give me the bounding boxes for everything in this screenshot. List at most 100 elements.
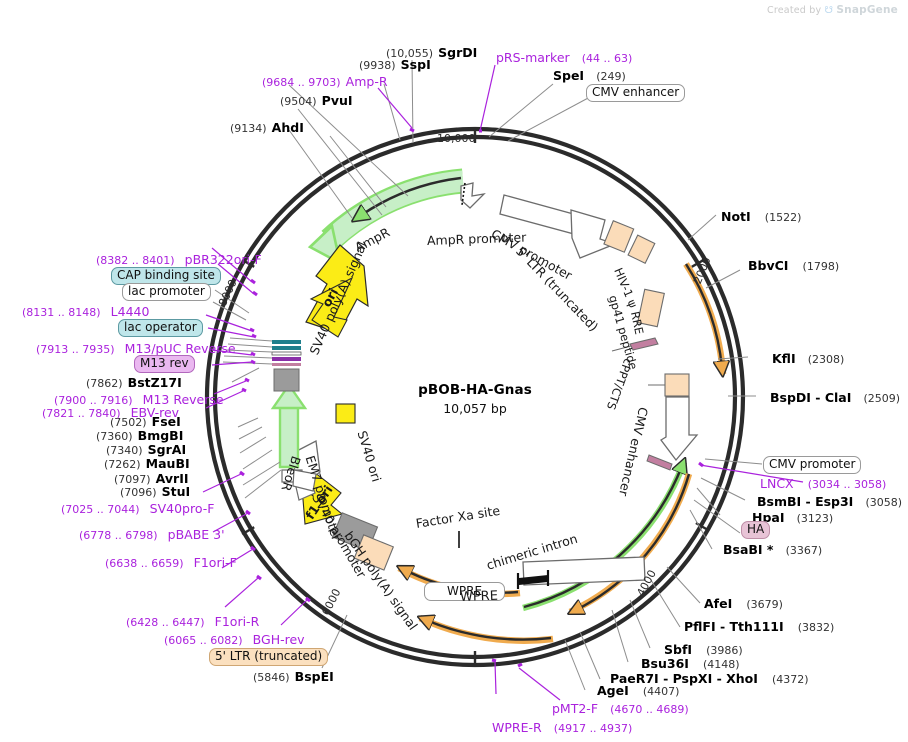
enzyme-fsei: (7502) FseI (110, 413, 181, 429)
enzyme-bmgbi-name: BmgBI (137, 428, 184, 443)
primer-ebv-rev-name: M13 Reverse (142, 392, 224, 407)
feature-chimeric-intron (516, 570, 550, 589)
enzyme-pflfi-tth111i-position: (3832) (797, 621, 835, 634)
enzyme-fsei-position: (7502) (110, 416, 147, 429)
enzyme-bmgbi: (7360) BmgBI (96, 427, 183, 443)
enzyme-pvui-name: PvuI (321, 93, 353, 108)
primer-f1ori-r-name: F1ori-R (214, 614, 260, 629)
enzyme-agei-position: (4407) (642, 685, 680, 698)
snapgene-logo-icon: ☋ (824, 5, 834, 16)
enzyme-bspdi-clai-name: BspDI - ClaI (770, 390, 852, 405)
primer-m13-puc-reverse-name: L4440 (110, 304, 150, 319)
enzyme-bstz17i: (7862) BstZ17I (86, 374, 182, 390)
feature-label-cmv-enhancer-top[interactable]: CMV enhancer (586, 84, 686, 102)
enzyme-pvui-position: (9504) (280, 95, 317, 108)
plasmid-size: 10,057 bp (443, 401, 507, 416)
enzyme-paer7i-pspxi-xhoi-position: (4372) (771, 673, 809, 686)
enzyme-afei: AfeI (3679) (704, 595, 783, 611)
enzyme-afei-name: AfeI (704, 596, 733, 611)
feature-label-lac-promoter[interactable]: lac promoter (122, 283, 211, 301)
feature-orange-arc-bottomright (570, 473, 693, 612)
feature-cmv-promoter-5ltr (499, 194, 656, 265)
enzyme-afei-position: (3679) (746, 598, 783, 611)
enzyme-maubi-position: (7262) (104, 458, 141, 471)
enzyme-sbfi: SbfI (3986) (664, 641, 743, 657)
primer-wpre-r-range: (4917 .. 4937) (553, 722, 633, 735)
enzyme-ahdi-position: (9134) (230, 122, 267, 135)
enzyme-bsmbi-esp3i-name: BsmBI - Esp3I (757, 494, 854, 509)
enzyme-avrii-position: (7097) (114, 473, 151, 486)
enzyme-bspei-name: BspEI (294, 669, 334, 684)
enzyme-bstz17i-name: BstZ17I (127, 375, 182, 390)
enzyme-sbfi-name: SbfI (664, 642, 693, 657)
enzyme-pflfi-tth111i-name: PflFI - Tth111I (684, 619, 784, 634)
enzyme-noti-name: NotI (721, 209, 751, 224)
primer-bgh-rev: (6065 .. 6082) BGH-rev (164, 631, 305, 647)
feature-label-ha[interactable]: HA (741, 521, 771, 539)
primer-sv40pro-f-range: (7025 .. 7044) (61, 503, 140, 516)
enzyme-bsu36i: Bsu36I (4148) (641, 655, 740, 671)
feature-label-lac-operator[interactable]: lac operator (118, 319, 203, 337)
credit-prefix: Created by (767, 5, 822, 16)
primer-sv40pa-r: (7821 .. 7840) EBV-rev (42, 404, 179, 420)
primer-prs-marker-name: pRS-marker (496, 50, 570, 65)
enzyme-bbvci-position: (1798) (802, 260, 840, 273)
enzyme-maubi-name: MauBI (145, 456, 190, 471)
plasmid-name: pBOB-HA-Gnas (418, 382, 532, 398)
enzyme-bsabi: BsaBI * (3367) (723, 541, 822, 557)
enzyme-spei-position: (249) (596, 70, 626, 83)
enzyme-paer7i-pspxi-xhoi: PaeR7I - PspXI - XhoI (4372) (610, 670, 809, 686)
enzyme-sgrdi-position: (10,055) (386, 47, 434, 60)
primer-lncx: LNCX (3034 .. 3058) (760, 475, 886, 491)
enzyme-bsabi-name: BsaBI * (723, 542, 774, 557)
primer-l4440: (8382 .. 8401) pBR322ori-F (96, 251, 262, 267)
feature-label-5ltr-truncated[interactable]: 5' LTR (truncated) (209, 648, 329, 666)
primer-m13-puc-reverse-range: (8131 .. 8148) (22, 306, 101, 319)
plasmid-title: pBOB-HA-Gnas 10,057 bp (380, 382, 570, 416)
interior-label-wpre-interior: WPRE (459, 588, 499, 605)
primer-f1ori-f-range: (6638 .. 6659) (105, 557, 184, 570)
enzyme-sgrai: (7340) SgrAI (106, 441, 186, 457)
primer-ebv-rev-range: (7900 .. 7916) (54, 394, 133, 407)
feature-label-cap-binding-site[interactable]: CAP binding site (111, 267, 221, 285)
primer-m13-puc-reverse: (8131 .. 8148) L4440 (22, 303, 149, 319)
primer-lncx-name: LNCX (760, 476, 794, 491)
feature-orange-arc-right (683, 262, 723, 374)
ruler-label-10000: 10,000 (437, 132, 476, 145)
primer-sv40pa-r-range: (7821 .. 7840) (42, 407, 121, 420)
feature-rre-gp41 (611, 288, 665, 352)
primer-l4440-range: (8382 .. 8401) (96, 254, 175, 267)
ruler-ticks (241, 129, 709, 665)
primer-pmt2-f-name: pMT2-F (552, 701, 599, 716)
enzyme-bspei-position: (5846) (253, 671, 290, 684)
enzyme-bspei: (5846) BspEI (253, 668, 334, 684)
feature-bleor-arrow (270, 382, 317, 492)
enzyme-kfli-position: (2308) (807, 353, 845, 366)
enzyme-hpai-name: HpaI (752, 510, 785, 525)
enzyme-sgrai-position: (7340) (106, 444, 143, 457)
primer-f1ori-f-name: F1ori-F (193, 555, 237, 570)
primer-amp-r-range: (9684 .. 9703) (262, 76, 341, 89)
enzyme-stui-position: (7096) (120, 486, 157, 499)
enzyme-maubi: (7262) MauBI (104, 455, 190, 471)
primer-sv40pa-r-name: EBV-rev (130, 405, 180, 420)
feature-label-m13-rev[interactable]: M13 rev (134, 355, 195, 373)
primer-pbabe-3-range: (6778 .. 6798) (79, 529, 158, 542)
enzyme-ahdi: (9134) AhdI (230, 119, 304, 135)
feature-label-cmv-promoter-right[interactable]: CMV promoter (763, 456, 862, 474)
enzyme-sspi-position: (9938) (359, 59, 396, 72)
primer-f1ori-f: (6638 .. 6659) F1ori-F (105, 554, 237, 570)
primer-prs-marker-range: (44 .. 63) (581, 52, 633, 65)
enzyme-kfli: KflI (2308) (772, 350, 844, 366)
primer-f1ori-r-range: (6428 .. 6447) (126, 616, 205, 629)
feature-cppt-cmv-enhancer (646, 373, 699, 471)
enzyme-spei-name: SpeI (553, 68, 585, 83)
enzyme-noti-position: (1522) (764, 211, 802, 224)
enzyme-bstz17i-position: (7862) (86, 377, 123, 390)
feature-label-wpre[interactable]: WPRE (424, 582, 506, 601)
enzyme-bsu36i-position: (4148) (703, 658, 740, 671)
enzyme-sspi-name: SspI (400, 57, 431, 72)
leader-lines-primers (202, 64, 804, 701)
